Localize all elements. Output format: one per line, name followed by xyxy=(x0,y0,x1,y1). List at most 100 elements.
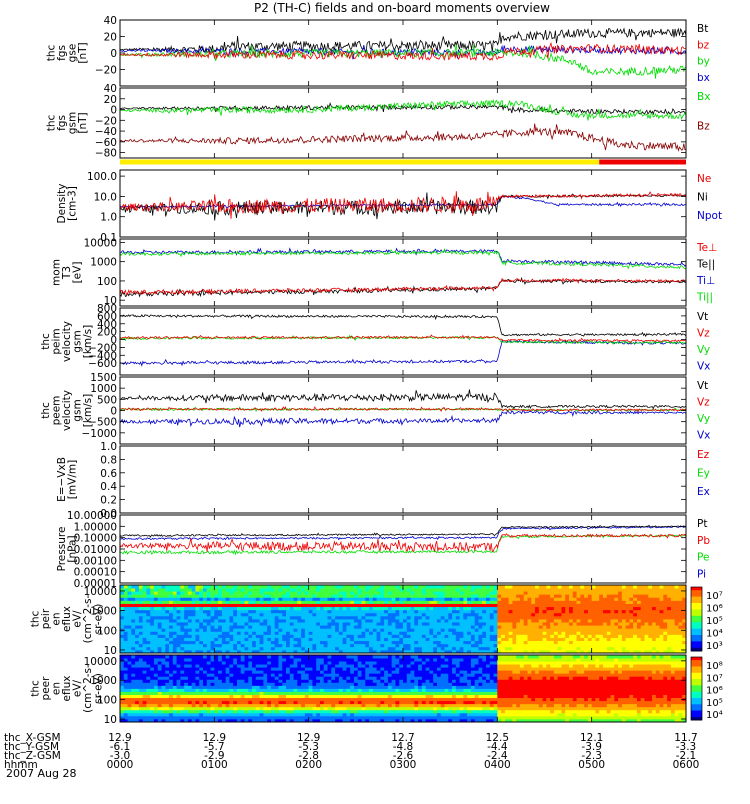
spectrogram-cell xyxy=(214,716,218,719)
spectrogram-cell xyxy=(463,631,467,634)
spectrogram-cell xyxy=(678,607,682,610)
spectrogram-cell xyxy=(380,613,384,616)
spectrogram-cell xyxy=(494,619,498,622)
spectrogram-cell xyxy=(497,585,501,588)
spectrogram-cell xyxy=(648,600,652,603)
spectrogram-cell xyxy=(516,588,520,591)
spectrogram-cell xyxy=(331,613,335,616)
spectrogram-cell xyxy=(275,628,279,631)
spectrogram-cell xyxy=(516,591,520,594)
spectrogram-cell xyxy=(324,644,328,647)
spectrogram-cell xyxy=(399,631,403,634)
spectrogram-cell xyxy=(460,588,464,591)
spectrogram-cell xyxy=(618,588,622,591)
spectrogram-cell xyxy=(139,667,143,670)
spectrogram-cell xyxy=(501,591,505,594)
spectrogram-cell xyxy=(226,701,230,704)
spectrogram-cell xyxy=(663,610,667,613)
spectrogram-cell xyxy=(169,707,173,710)
spectrogram-cell xyxy=(595,616,599,619)
spectrogram-cell xyxy=(263,704,267,707)
spectrogram-cell xyxy=(407,610,411,613)
spectrogram-cell xyxy=(305,613,309,616)
spectrogram-cell xyxy=(128,658,132,661)
spectrogram-cell xyxy=(180,698,184,701)
spectrogram-cell xyxy=(301,604,305,607)
spectrogram-cell xyxy=(154,634,158,637)
spectrogram-cell xyxy=(260,701,264,704)
spectrogram-cell xyxy=(248,610,252,613)
spectrogram-cell xyxy=(177,638,181,641)
spectrogram-cell xyxy=(229,622,233,625)
spectrogram-cell xyxy=(233,679,237,682)
spectrogram-cell xyxy=(207,625,211,628)
spectrogram-cell xyxy=(218,625,222,628)
spectrogram-cell xyxy=(539,613,543,616)
spectrogram-cell xyxy=(350,585,354,588)
spectrogram-cell xyxy=(512,628,516,631)
spectrogram-cell xyxy=(278,622,282,625)
spectrogram-cell xyxy=(150,701,154,704)
spectrogram-cell xyxy=(211,631,215,634)
spectrogram-cell xyxy=(211,619,215,622)
spectrogram-cell xyxy=(169,710,173,713)
spectrogram-cell xyxy=(154,628,158,631)
spectrogram-cell xyxy=(516,585,520,588)
spectrogram-cell xyxy=(369,622,373,625)
spectrogram-cell xyxy=(139,622,143,625)
spectrogram-cell xyxy=(460,631,464,634)
spectrogram-cell xyxy=(207,613,211,616)
spectrogram-cell xyxy=(550,607,554,610)
spectrogram-cell xyxy=(339,600,343,603)
spectrogram-cell xyxy=(203,638,207,641)
spectrogram-cell xyxy=(275,644,279,647)
series-fgs_gsm-Bz xyxy=(120,124,686,151)
spectrogram-cell xyxy=(607,591,611,594)
spectrogram-cell xyxy=(241,588,245,591)
spectrogram-cell xyxy=(448,647,452,650)
spectrogram-cell xyxy=(448,641,452,644)
spectrogram-cell xyxy=(361,607,365,610)
spectrogram-cell xyxy=(335,622,339,625)
spectrogram-cell xyxy=(580,638,584,641)
spectrogram-cell xyxy=(675,597,679,600)
spectrogram-cell xyxy=(260,647,264,650)
spectrogram-cell xyxy=(195,713,199,716)
spectrogram-cell xyxy=(588,600,592,603)
spectrogram-cell xyxy=(543,585,547,588)
spectrogram-cell xyxy=(229,685,233,688)
spectrogram-cell xyxy=(222,634,226,637)
spectrogram-cell xyxy=(392,613,396,616)
spectrogram-cell xyxy=(128,667,132,670)
spectrogram-cell xyxy=(173,704,177,707)
spectrogram-cell xyxy=(286,707,290,710)
spectrogram-cell xyxy=(124,607,128,610)
spectrogram-cell xyxy=(354,585,358,588)
series-fgs_gse-by xyxy=(120,45,686,79)
spectrogram-cell xyxy=(622,600,626,603)
spectrogram-cell xyxy=(263,607,267,610)
spectrogram-cell xyxy=(648,591,652,594)
spectrogram-cell xyxy=(286,588,290,591)
spectrogram-cell xyxy=(629,619,633,622)
spectrogram-cell xyxy=(633,625,637,628)
spectrogram-cell xyxy=(592,641,596,644)
spectrogram-cell xyxy=(520,644,524,647)
spectrogram-cell xyxy=(392,619,396,622)
spectrogram-cell xyxy=(214,631,218,634)
spectrogram-cell xyxy=(448,607,452,610)
legend-item-Vy: Vy xyxy=(697,413,710,425)
spectrogram-cell xyxy=(135,685,139,688)
spectrogram-cell xyxy=(154,664,158,667)
spectrogram-cell xyxy=(154,676,158,679)
spectrogram-cell xyxy=(154,600,158,603)
spectrogram-cell xyxy=(278,679,282,682)
spectrogram-cell xyxy=(184,591,188,594)
spectrogram-cell xyxy=(199,585,203,588)
spectrogram-cell xyxy=(139,689,143,692)
y-tick-label: 0.10000 xyxy=(74,533,117,545)
spectrogram-cell xyxy=(418,638,422,641)
spectrogram-cell xyxy=(241,610,245,613)
spectrogram-cell xyxy=(663,594,667,597)
spectrogram-cell xyxy=(614,585,618,588)
